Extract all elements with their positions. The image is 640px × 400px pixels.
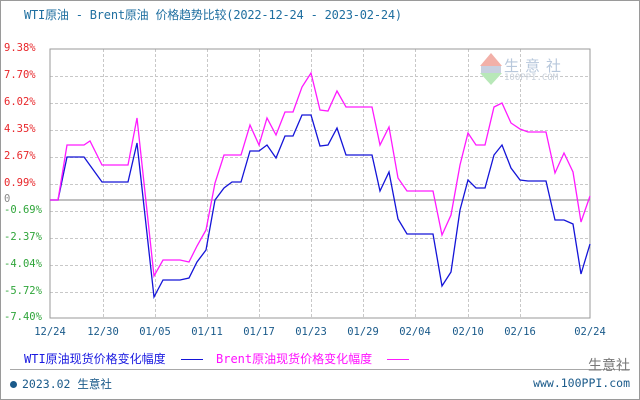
gridlines	[50, 49, 590, 318]
x-tick-label: 02/10	[452, 326, 484, 338]
copyright-icon	[10, 381, 17, 388]
footer-divider	[10, 369, 630, 370]
y-tick-label: -5.72%	[4, 285, 42, 297]
legend-item-wti: WTI原油现货价格变化幅度	[24, 352, 203, 366]
chart-title: WTI原油 - Brent原油 价格趋势比较(2022-12-24 - 2023…	[24, 8, 402, 22]
x-tick-label: 12/24	[34, 326, 66, 338]
y-tick-label: -4.04%	[4, 258, 42, 270]
legend-brent-label: Brent原油现货价格变化幅度	[216, 352, 373, 366]
ppi-logo-icon	[480, 53, 502, 85]
y-tick-label: 6.02%	[4, 96, 36, 108]
legend-wti-swatch	[180, 359, 203, 360]
y-tick-label: -2.37%	[4, 231, 42, 243]
y-tick-label: -7.40%	[4, 311, 42, 323]
x-tick-label: 02/16	[504, 326, 536, 338]
y-tick-label: 0.99%	[4, 177, 36, 189]
x-tick-label: 12/30	[87, 326, 119, 338]
watermark-top-url: 100PPI.COM	[504, 73, 559, 83]
y-tick-label: 4.35%	[4, 123, 36, 135]
x-tick-label: 01/11	[191, 326, 223, 338]
footer-copyright: 2023.02 生意社	[22, 377, 112, 391]
x-tick-label: 01/29	[347, 326, 379, 338]
footer: 2023.02 生意社	[10, 376, 112, 392]
x-tick-label: 01/23	[295, 326, 327, 338]
legend-brent-swatch	[387, 359, 410, 360]
x-tick-label: 02/04	[399, 326, 431, 338]
watermark-top-text: 生意社	[504, 57, 568, 75]
plot-border	[49, 48, 591, 319]
watermark-bottom-text: 生意社	[588, 358, 630, 374]
y-tick-label: 7.70%	[4, 69, 36, 81]
wti-series-line	[50, 114, 591, 300]
y-tick-label: -0.69%	[4, 204, 42, 216]
x-tick-label: 01/17	[243, 326, 275, 338]
legend-wti-label: WTI原油现货价格变化幅度	[24, 352, 166, 366]
x-tick-label: 01/05	[139, 326, 171, 338]
watermark-bottom-url: www.100PPI.com	[533, 376, 630, 390]
legend-item-brent: Brent原油现货价格变化幅度	[216, 350, 410, 367]
brent-series-line	[50, 71, 591, 279]
y-tick-label: 0	[4, 193, 11, 205]
x-tick-label: 02/24	[574, 326, 606, 338]
y-tick-label: 2.67%	[4, 150, 36, 162]
legend: WTI原油现货价格变化幅度 Brent原油现货价格变化幅度	[24, 350, 410, 367]
watermark-bottom: 生意社 www.100PPI.com	[533, 355, 630, 390]
y-tick-label: 9.38%	[4, 42, 36, 54]
